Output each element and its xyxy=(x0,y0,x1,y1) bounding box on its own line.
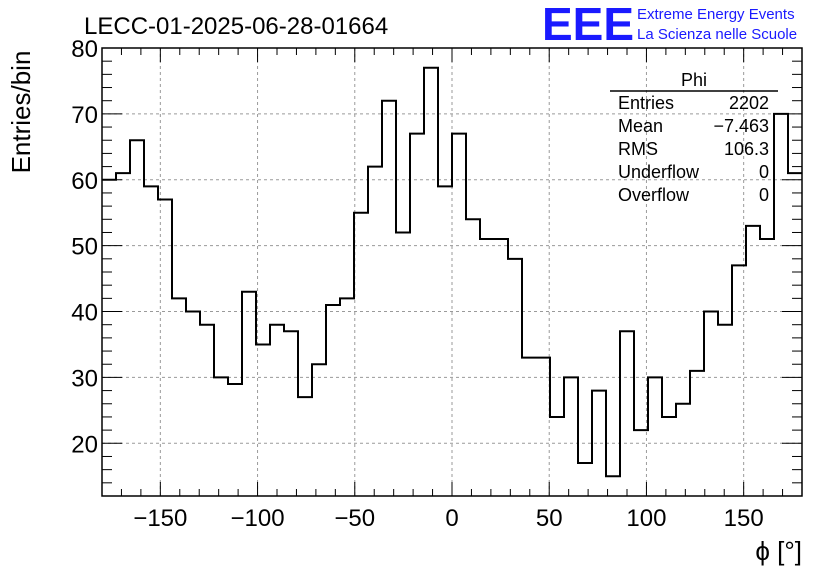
histogram-bin xyxy=(620,331,634,496)
histogram-bin xyxy=(256,344,270,496)
histogram-bin xyxy=(704,312,718,496)
stats-row-value: 2202 xyxy=(729,93,769,113)
stats-row-label: Mean xyxy=(618,116,663,136)
x-tick-label: −50 xyxy=(334,505,375,532)
x-tick-label: −100 xyxy=(231,505,285,532)
histogram-bin xyxy=(186,312,200,496)
tick-labels: −150 −100 −50 0 50 100 150 20 30 40 50 60 70 80 xyxy=(71,36,763,532)
histogram-bin xyxy=(270,325,284,496)
histogram-bin xyxy=(732,265,746,496)
stats-box: Phi Entries 2202 Mean −7.463 RMS 106.3 Underfl… xyxy=(610,70,778,205)
histogram-bin xyxy=(760,239,774,496)
histogram-bin xyxy=(774,114,788,496)
histogram-bin xyxy=(130,140,144,496)
histogram-bin xyxy=(116,173,130,496)
histogram-bin xyxy=(564,377,578,496)
x-axis-title: ϕ [°] xyxy=(755,536,802,566)
histogram-bin xyxy=(144,186,158,496)
histogram-bin xyxy=(410,134,424,496)
stats-rows: Entries 2202 Mean −7.463 RMS 106.3 Underflow 0 O… xyxy=(618,93,769,205)
eee-logo: EEE Extreme Energy Events La Scienza nel… xyxy=(542,0,797,50)
histogram-bin xyxy=(438,186,452,496)
histogram-bin xyxy=(536,358,550,496)
histogram-bin xyxy=(284,331,298,496)
stats-row-value: −7.463 xyxy=(713,116,769,136)
x-tick-label: 150 xyxy=(724,505,764,532)
histogram-bin xyxy=(746,226,760,496)
histogram-bin xyxy=(396,232,410,496)
stats-row-label: RMS xyxy=(618,139,658,159)
histogram-bin xyxy=(368,167,382,496)
y-tick-label: 40 xyxy=(71,300,98,327)
y-tick-label: 30 xyxy=(71,365,98,392)
histogram-bin xyxy=(676,404,690,496)
y-axis-title: Entries/bin xyxy=(6,51,36,174)
histogram-bin xyxy=(494,239,508,496)
x-tick-label: −150 xyxy=(133,505,187,532)
stats-row-value: 106.3 xyxy=(724,139,769,159)
y-tick-label: 60 xyxy=(71,168,98,195)
histogram-bin xyxy=(522,358,536,496)
stats-row-label: Underflow xyxy=(618,162,700,182)
histogram-step-line xyxy=(102,66,802,478)
histogram-bin xyxy=(340,298,354,496)
histogram-bin xyxy=(452,134,466,496)
grid-lines xyxy=(102,48,802,496)
histogram-bin xyxy=(242,292,256,496)
histogram-bin xyxy=(662,417,676,496)
stats-row-value: 0 xyxy=(759,162,769,182)
histogram-bin xyxy=(690,371,704,496)
histogram-bin xyxy=(550,417,564,496)
x-tick-label: 0 xyxy=(445,505,458,532)
histogram-bin xyxy=(788,173,802,496)
histogram-bin xyxy=(172,298,186,496)
histogram-bin xyxy=(718,325,732,496)
histogram-bin xyxy=(228,384,242,496)
axis-ticks xyxy=(101,47,803,496)
histogram-bin xyxy=(298,397,312,496)
run-title: LECC-01-2025-06-28-01664 xyxy=(84,13,388,40)
stats-row-label: Overflow xyxy=(618,185,690,205)
logo-line-2: La Scienza nelle Scuole xyxy=(637,26,797,43)
histogram-bin xyxy=(508,259,522,496)
logo-text: EEE xyxy=(542,0,634,50)
x-tick-label: 100 xyxy=(626,505,666,532)
y-tick-label: 80 xyxy=(71,36,98,63)
histogram-bin xyxy=(606,476,620,496)
histogram-bin xyxy=(480,239,494,496)
stats-title: Phi xyxy=(681,70,707,90)
y-tick-label: 70 xyxy=(71,102,98,129)
histogram-bin xyxy=(382,101,396,496)
stats-row-label: Entries xyxy=(618,93,674,113)
histogram-bin xyxy=(158,200,172,496)
histogram-bin xyxy=(326,305,340,496)
y-tick-label: 50 xyxy=(71,234,98,261)
histogram-bin xyxy=(578,463,592,496)
histogram-bin xyxy=(354,213,368,496)
y-tick-label: 20 xyxy=(71,431,98,458)
histogram-series xyxy=(102,66,802,496)
logo-line-1: Extreme Energy Events xyxy=(637,6,795,23)
x-tick-label: 50 xyxy=(536,505,563,532)
histogram-bin xyxy=(200,325,214,496)
histogram-bin xyxy=(214,377,228,496)
histogram-bin xyxy=(466,219,480,496)
histogram-bin xyxy=(312,364,326,496)
histogram-bin xyxy=(592,391,606,496)
histogram-bin xyxy=(648,377,662,496)
histogram-bin xyxy=(424,68,438,496)
histogram-bin xyxy=(634,430,648,496)
stats-row-value: 0 xyxy=(759,185,769,205)
